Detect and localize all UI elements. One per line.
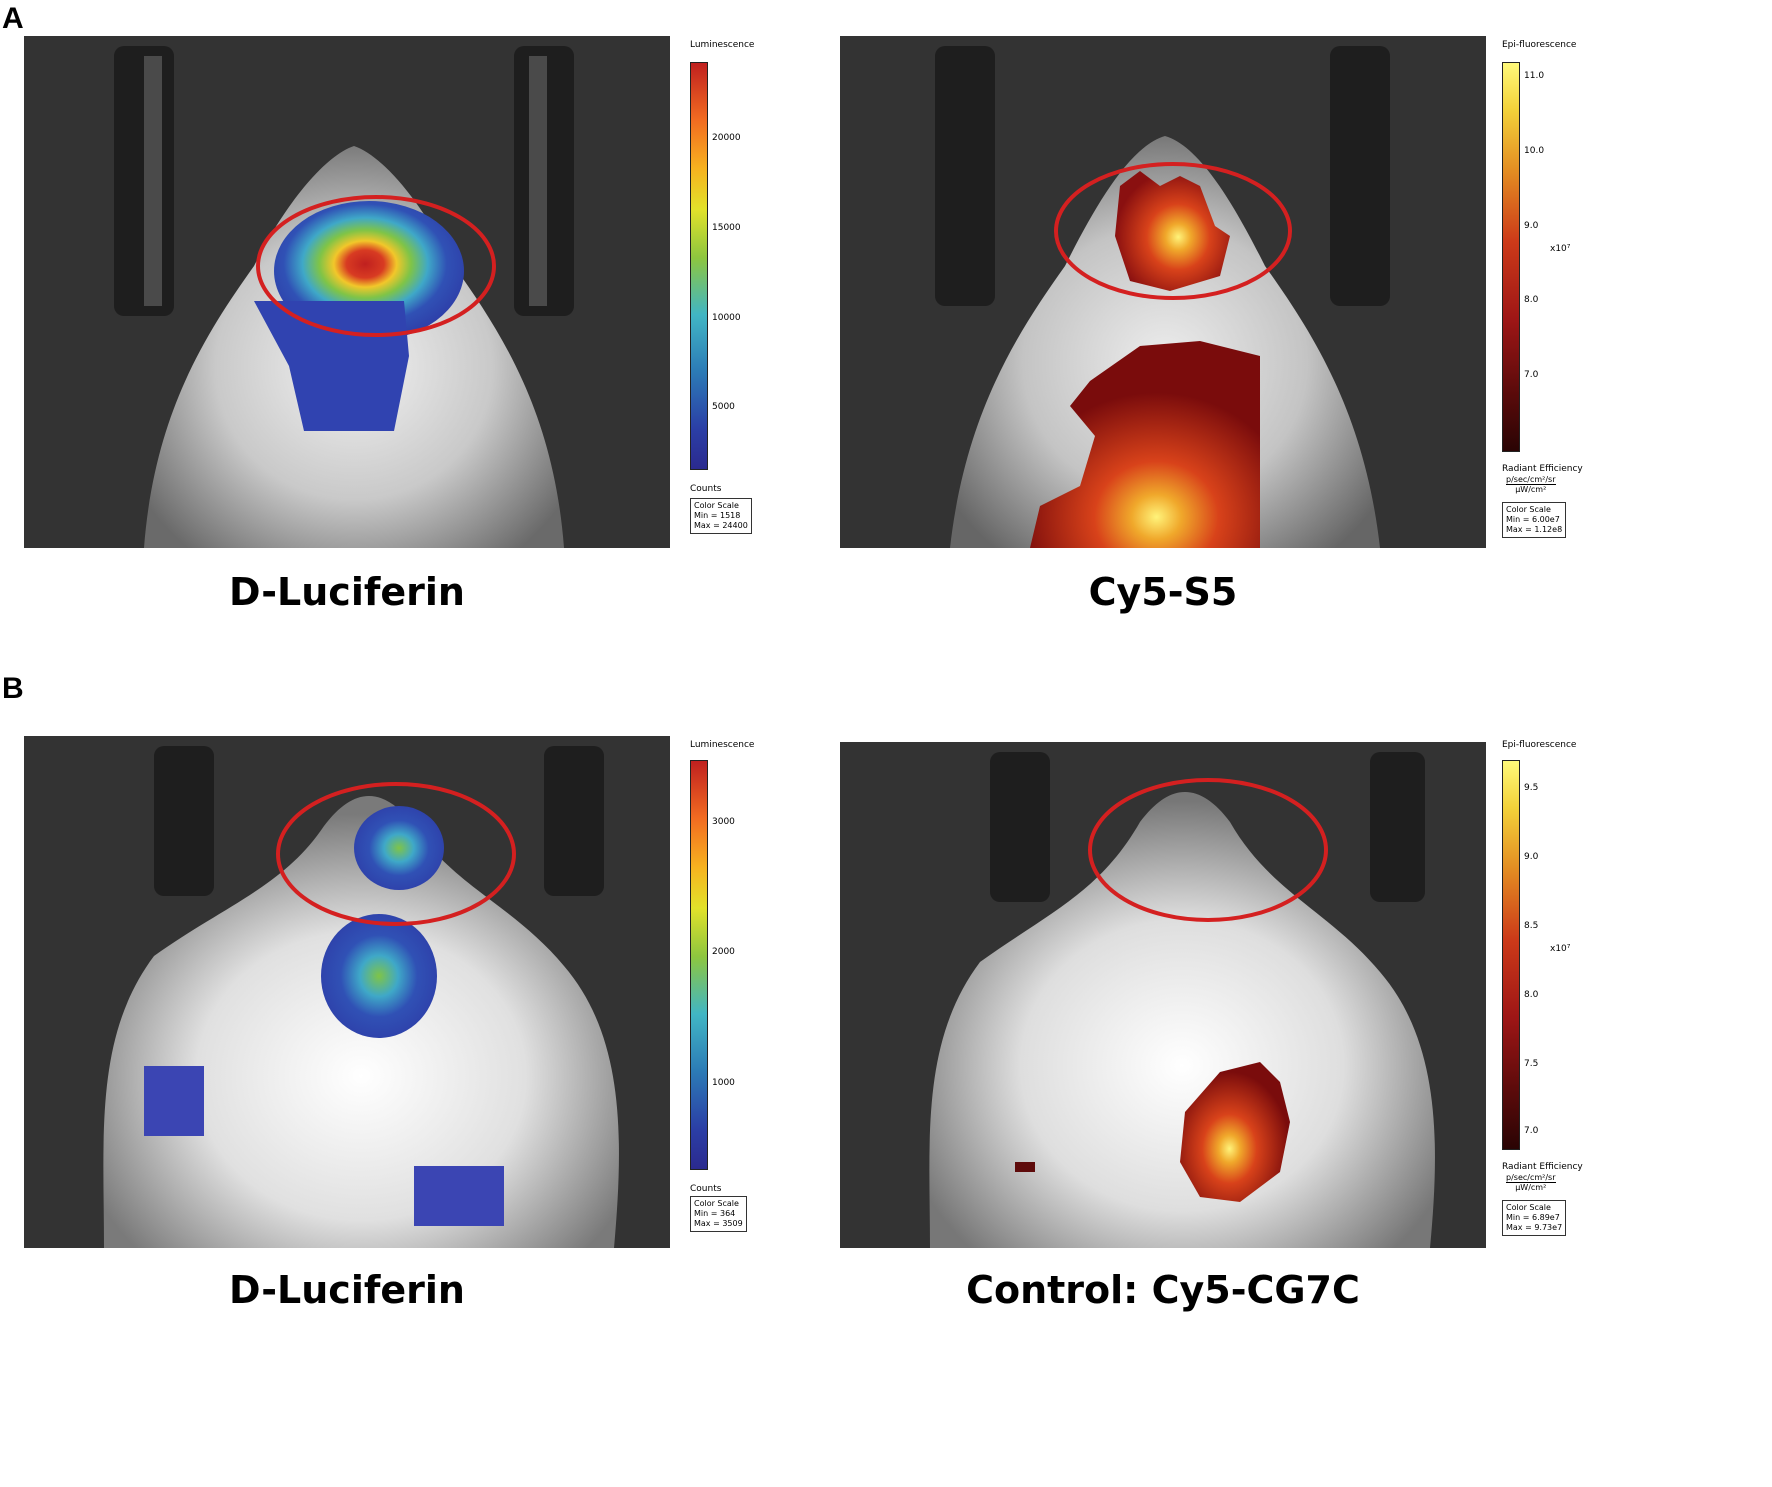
color-scale-box: Color Scale Min = 6.00e7 Max = 1.12e8 xyxy=(1502,502,1567,538)
scale-units: Radiant Efficiency xyxy=(1502,464,1583,474)
scale-tick: 7.5 xyxy=(1524,1059,1539,1069)
scale-tick: 5000 xyxy=(712,402,735,412)
color-bar xyxy=(1502,62,1520,452)
color-bar xyxy=(1502,760,1520,1150)
scale-tick: 8.5 xyxy=(1524,921,1539,931)
scale-units: Counts xyxy=(690,484,722,494)
scale-units: Radiant Efficiency xyxy=(1502,1162,1583,1172)
color-bar xyxy=(690,760,708,1170)
panel-b-luciferin-image xyxy=(24,736,670,1248)
scale-title: Luminescence xyxy=(690,740,755,750)
color-bar xyxy=(690,62,708,470)
scale-tick: 10000 xyxy=(712,313,741,323)
mouse-fluorescence-image xyxy=(840,742,1486,1248)
scale-tick: 8.0 xyxy=(1524,990,1539,1000)
panel-a-luminescence-color-scale: Luminescence 20000 15000 10000 5000 Coun… xyxy=(690,40,780,540)
scale-title: Epi-fluorescence xyxy=(1502,740,1577,750)
panel-a-fluorescence-color-scale: Epi-fluorescence 11.0 10.0 9.0 8.0 7.0 x… xyxy=(1502,40,1592,540)
scale-tick: 9.0 xyxy=(1524,221,1539,231)
panel-a-right-caption: Cy5-S5 xyxy=(1088,570,1238,614)
panel-b-fluorescence-color-scale: Epi-fluorescence 9.5 9.0 8.5 8.0 7.5 7.0… xyxy=(1502,740,1592,1240)
scale-tick: 7.0 xyxy=(1524,1126,1539,1136)
color-scale-box: Color Scale Min = 364 Max = 3509 xyxy=(690,1196,747,1232)
scale-tick: 10.0 xyxy=(1524,146,1545,156)
scale-exponent: x10⁷ xyxy=(1550,244,1571,254)
roi-ellipse xyxy=(276,782,516,926)
roi-ellipse xyxy=(1088,778,1328,922)
scale-units-fraction: p/sec/cm²/sr μW/cm² xyxy=(1506,475,1556,494)
roi-ellipse xyxy=(256,195,496,337)
scale-tick: 1000 xyxy=(712,1078,735,1088)
panel-a-cy5-s5-image xyxy=(840,36,1486,548)
scale-units-fraction: p/sec/cm²/sr μW/cm² xyxy=(1506,1173,1556,1192)
scale-exponent: x10⁷ xyxy=(1550,944,1571,954)
panel-b-label: B xyxy=(2,672,24,705)
roi-ellipse xyxy=(1054,162,1292,300)
panel-b-right-caption: Control: Cy5-CG7C xyxy=(966,1268,1360,1312)
panel-b-left-caption: D-Luciferin xyxy=(229,1268,465,1312)
panel-a-luciferin-image xyxy=(24,36,670,548)
scale-title: Luminescence xyxy=(690,40,755,50)
scale-tick: 15000 xyxy=(712,223,741,233)
mouse-fluorescence-image xyxy=(840,36,1486,548)
scale-tick: 8.0 xyxy=(1524,295,1539,305)
scale-tick: 3000 xyxy=(712,817,735,827)
mouse-bioluminescence-image xyxy=(24,736,670,1248)
panel-b-cy5-cg7c-image xyxy=(840,742,1486,1248)
scale-units: Counts xyxy=(690,1184,722,1194)
mouse-bioluminescence-image xyxy=(24,36,670,548)
panel-b-luminescence-color-scale: Luminescence 3000 2000 1000 Counts Color… xyxy=(690,740,780,1240)
scale-tick: 9.5 xyxy=(1524,783,1539,793)
scale-title: Epi-fluorescence xyxy=(1502,40,1577,50)
panel-a-left-caption: D-Luciferin xyxy=(229,570,465,614)
panel-a-label: A xyxy=(2,2,24,35)
scale-tick: 20000 xyxy=(712,133,741,143)
scale-tick: 2000 xyxy=(712,947,735,957)
color-scale-box: Color Scale Min = 6.89e7 Max = 9.73e7 xyxy=(1502,1200,1567,1236)
scale-tick: 7.0 xyxy=(1524,370,1539,380)
scale-tick: 11.0 xyxy=(1524,71,1545,81)
color-scale-box: Color Scale Min = 1518 Max = 24400 xyxy=(690,498,752,534)
scale-tick: 9.0 xyxy=(1524,852,1539,862)
